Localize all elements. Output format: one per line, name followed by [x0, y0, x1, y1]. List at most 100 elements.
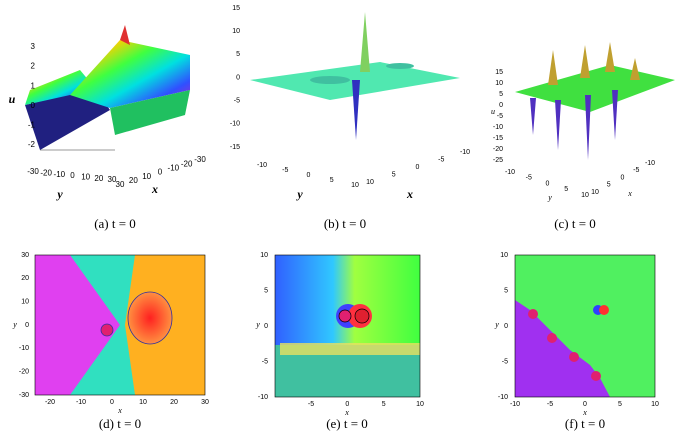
tick-label: -5 — [308, 401, 314, 408]
tick-label: 3 — [31, 42, 36, 51]
tick-label: 0 — [583, 401, 587, 408]
tick-label: -20 — [493, 146, 503, 153]
density-e — [274, 254, 421, 398]
tick-label: 5 — [392, 171, 396, 178]
tick-label: -15 — [493, 135, 503, 142]
tick-label: 0 — [307, 172, 311, 179]
caption: (b) t = 0 — [324, 216, 366, 231]
tick-label: 5 — [504, 287, 508, 294]
tick-label: -10 — [493, 124, 503, 131]
tick-label: 0 — [504, 323, 508, 330]
tick-label: -20 — [45, 399, 55, 406]
tick-label: 10 — [139, 399, 147, 406]
tick-label: 0 — [70, 171, 75, 180]
axis-label: x — [117, 406, 122, 415]
tick-label: -5 — [526, 175, 532, 182]
axis-label: y — [547, 193, 552, 202]
density-d — [34, 254, 206, 396]
tick-label: -10 — [230, 121, 240, 128]
tick-label: -10 — [168, 163, 180, 172]
tick-label: 20 — [21, 275, 29, 282]
tick-label: -20 — [40, 168, 52, 177]
tick-label: 10 — [351, 182, 359, 189]
tick-label: -30 — [194, 155, 206, 164]
tick-label: 20 — [170, 399, 178, 406]
tick-label: 5 — [618, 401, 622, 408]
tick-label: -5 — [497, 113, 503, 120]
tick-label: 20 — [129, 176, 138, 185]
tick-label: 30 — [21, 252, 29, 259]
density-f — [514, 254, 656, 398]
tick-label: 10 — [142, 172, 151, 181]
tick-label: -30 — [19, 392, 29, 399]
caption: (d) t = 0 — [99, 416, 141, 431]
tick-label: -1 — [28, 121, 36, 130]
tick-label: 5 — [607, 182, 611, 189]
tick-label: -10 — [257, 162, 267, 169]
caption: (e) t = 0 — [326, 416, 368, 431]
tick-label: 10 — [495, 80, 503, 87]
caption: (c) t = 0 — [554, 216, 596, 231]
tick-label: 10 — [81, 172, 90, 181]
tick-label: 30 — [201, 399, 209, 406]
tick-label: -5 — [502, 358, 508, 365]
tick-label: -10 — [54, 170, 66, 179]
tick-label: -5 — [547, 401, 553, 408]
tick-label: -20 — [181, 159, 193, 168]
tick-label: 5 — [499, 91, 503, 98]
tick-label: 10 — [366, 179, 374, 186]
tick-label: -5 — [262, 358, 268, 365]
tick-label: 10 — [591, 189, 599, 196]
tick-label: 5 — [564, 186, 568, 193]
tick-label: -25 — [493, 157, 503, 164]
axis-label: x — [627, 189, 632, 198]
tick-label: -10 — [510, 401, 520, 408]
tick-label: 5 — [382, 401, 386, 408]
surface-c — [515, 42, 675, 160]
tick-label: 10 — [581, 192, 589, 199]
tick-label: 10 — [21, 299, 29, 306]
axis-label: x — [151, 182, 158, 196]
tick-label: -2 — [28, 140, 36, 149]
tick-label: -20 — [19, 369, 29, 376]
tick-label: -5 — [234, 98, 240, 105]
tick-label: 0 — [25, 322, 29, 329]
tick-label: 10 — [260, 252, 268, 259]
tick-label: 0 — [110, 399, 114, 406]
tick-label: 0 — [499, 102, 503, 109]
tick-label: 15 — [232, 5, 240, 12]
tick-label: 30 — [108, 175, 117, 184]
tick-label: -10 — [19, 345, 29, 352]
surface-a — [25, 25, 190, 151]
axis-label: u — [491, 107, 495, 116]
tick-label: 10 — [500, 252, 508, 259]
tick-label: -30 — [27, 167, 39, 176]
tick-label: 30 — [116, 180, 125, 189]
tick-label: 0 — [546, 180, 550, 187]
tick-label: 0 — [158, 168, 163, 177]
tick-label: 5 — [236, 51, 240, 58]
tick-label: 1 — [31, 81, 36, 90]
tick-label: 15 — [495, 69, 503, 76]
tick-label: 20 — [94, 174, 103, 183]
tick-label: -15 — [230, 144, 240, 151]
surface-b — [250, 12, 460, 140]
axis-label: u — [9, 92, 16, 106]
tick-label: 0 — [345, 401, 349, 408]
tick-label: -5 — [633, 167, 639, 174]
tick-label: -10 — [645, 160, 655, 167]
tick-label: 2 — [31, 62, 36, 71]
tick-label: 10 — [651, 401, 659, 408]
axis-label: x — [582, 408, 587, 417]
axis-label: x — [406, 187, 413, 201]
axis-label: y — [494, 320, 499, 329]
tick-label: -10 — [258, 394, 268, 401]
tick-label: -10 — [460, 149, 470, 156]
tick-label: -10 — [505, 169, 515, 176]
caption: (a) t = 0 — [94, 216, 136, 231]
tick-label: 5 — [264, 287, 268, 294]
tick-label: 5 — [330, 177, 334, 184]
tick-label: -5 — [282, 167, 288, 174]
tick-label: -10 — [76, 399, 86, 406]
